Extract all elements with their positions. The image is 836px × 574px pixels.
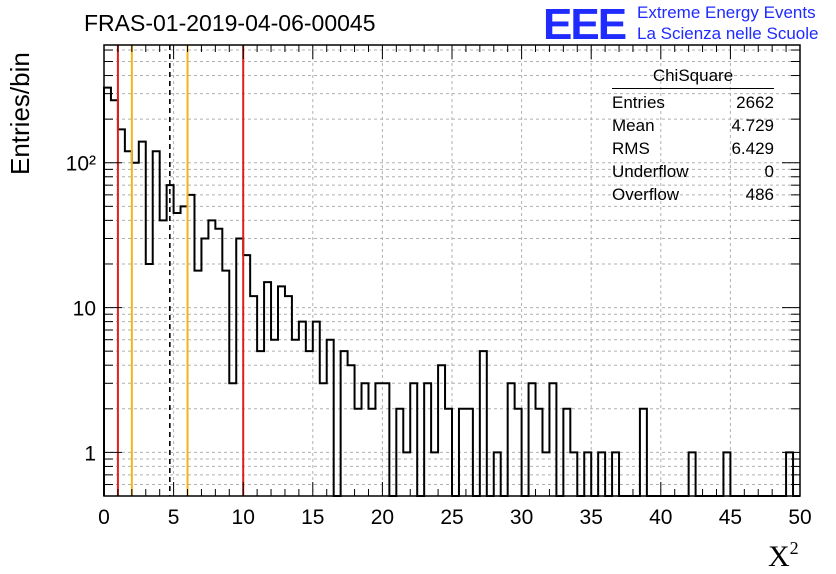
stats-box: ChiSquare Entries 2662 Mean 4.729 RMS 6.… (612, 66, 774, 206)
stats-row: Underflow 0 (612, 160, 774, 183)
x-axis-label: X2 (768, 538, 799, 573)
x-tick-label: 45 (719, 506, 742, 529)
stats-row: Entries 2662 (612, 91, 774, 114)
stats-label: Underflow (612, 162, 689, 181)
logo-text-line2: La Scienza nelle Scuole (637, 24, 819, 43)
x-tick-label: 10 (232, 506, 255, 529)
y-axis-label: Entries/bin (5, 52, 35, 175)
stats-label: Entries (612, 93, 665, 112)
stats-row: RMS 6.429 (612, 137, 774, 160)
stats-value: 486 (745, 185, 774, 204)
logo-text-line1: Extreme Energy Events (637, 3, 816, 22)
x-tick-label: 25 (440, 506, 463, 529)
stats-label: Mean (612, 116, 655, 135)
y-tick-label: 10² (66, 153, 96, 176)
x-tick-label: 35 (580, 506, 603, 529)
x-tick-label: 40 (649, 506, 672, 529)
stats-row: Mean 4.729 (612, 114, 774, 137)
x-tick-label: 20 (371, 506, 394, 529)
reference-lines (116, 45, 245, 496)
chart-title: FRAS-01-2019-04-06-00045 (84, 10, 376, 36)
stats-row: Overflow 486 (612, 183, 774, 206)
grid (104, 45, 800, 497)
stats-value: 2662 (736, 93, 774, 112)
eee-logo: EEE (543, 0, 627, 49)
x-tick-label: 30 (510, 506, 533, 529)
axis-ticks: 0 5 10 15 20 25 30 35 40 45 50 1 10 10² (66, 45, 812, 529)
x-tick-label: 15 (301, 506, 324, 529)
stats-label: Overflow (612, 185, 680, 204)
stats-value: 0 (764, 162, 774, 181)
x-tick-label: 50 (788, 506, 811, 529)
stats-title: ChiSquare (612, 66, 774, 89)
y-tick-label: 1 (84, 442, 96, 465)
x-tick-label: 5 (168, 506, 180, 529)
y-tick-label: 10 (73, 298, 96, 321)
stats-label: RMS (612, 139, 650, 158)
stats-value: 6.429 (731, 139, 774, 158)
stats-value: 4.729 (731, 116, 774, 135)
x-tick-label: 0 (98, 506, 110, 529)
